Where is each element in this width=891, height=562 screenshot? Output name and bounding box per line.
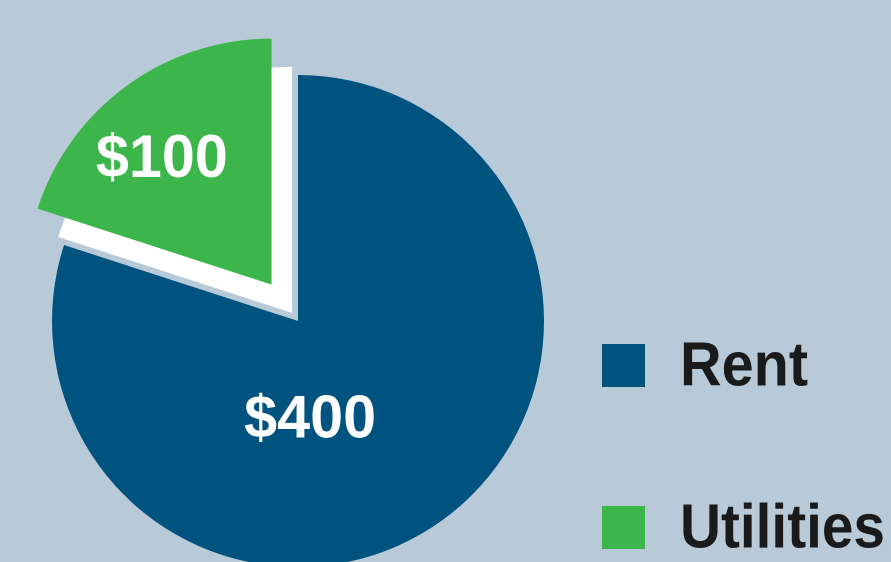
legend-label: Rent: [680, 330, 808, 399]
pie-slice: [52, 75, 544, 562]
legend-swatch: [602, 506, 645, 549]
legend-label: Utilities: [680, 492, 885, 561]
data-label: $100: [96, 123, 228, 190]
legend-swatch: [602, 344, 645, 387]
pie-slice: [37, 38, 272, 285]
data-label: $400: [244, 383, 376, 450]
